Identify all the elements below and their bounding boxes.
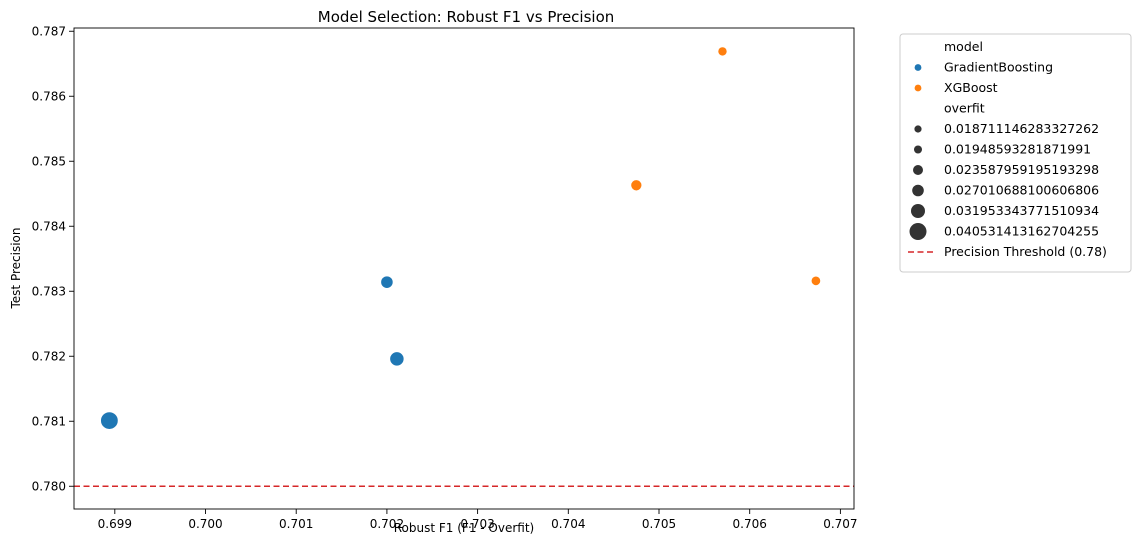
x-tick-label: 0.702 [370,517,404,531]
y-tick-label: 0.781 [32,414,66,428]
x-tick-label: 0.701 [279,517,313,531]
legend-marker-xgboost [914,84,922,92]
y-tick-label: 0.786 [32,89,66,103]
legend-size-marker [914,125,922,133]
legend-size-label: 0.027010688100606806 [944,183,1099,198]
x-tick-label: 0.704 [551,517,585,531]
y-axis: 0.780 0.781 0.782 0.783 0.784 0.785 0.786 0.787 [32,24,74,493]
x-tick-label: 0.703 [460,517,494,531]
legend-marker-gradientboosting [914,64,922,71]
legend-size-label: 0.040531413162704255 [944,224,1099,239]
legend-size-label: 0.018711146283327262 [944,121,1099,136]
legend-box [899,33,1132,273]
point-xgboost [717,46,728,57]
legend-size-marker [913,165,923,175]
legend-size-marker [914,145,922,154]
point-gradientboosting [389,351,405,367]
x-tick-label: 0.707 [823,517,857,531]
y-tick-label: 0.782 [32,349,66,363]
legend-label-xgboost: XGBoost [944,80,998,95]
y-axis-label: Test Precision [9,228,23,310]
point-xgboost [630,179,643,192]
x-tick-label: 0.699 [98,517,132,531]
y-tick-label: 0.784 [32,219,66,233]
y-tick-label: 0.785 [32,154,66,168]
legend-size-marker [912,184,924,197]
legend-size-marker [911,204,925,218]
legend-label-gradientboosting: GradientBoosting [944,60,1053,75]
legend-size-label: 0.01948593281871991 [944,142,1091,157]
legend-size-marker [909,223,927,240]
y-tick-label: 0.780 [32,479,66,493]
y-tick-label: 0.787 [32,24,66,38]
chart-title: Model Selection: Robust F1 vs Precision [318,8,615,26]
x-tick-label: 0.705 [642,517,676,531]
legend-size-label: 0.023587959195193298 [944,162,1099,177]
legend: model GradientBoosting XGBoost overfit 0.018… [899,33,1132,273]
y-tick-label: 0.783 [32,284,66,298]
legend-threshold-label: Precision Threshold (0.78) [944,244,1107,259]
legend-title-overfit: overfit [944,101,985,116]
legend-size-label: 0.031953343771510934 [944,203,1099,218]
legend-items: model GradientBoosting XGBoost overfit 0.018… [908,39,1107,259]
point-gradientboosting [100,411,119,430]
points-layer [100,46,822,430]
point-xgboost [810,275,822,286]
x-tick-label: 0.706 [733,517,767,531]
x-axis-label: Robust F1 (F1 - Overfit) [394,521,534,535]
legend-title-model: model [944,39,983,54]
x-axis: 0.699 0.700 0.701 0.702 0.703 0.704 0.705 0.706… [98,509,858,531]
point-gradientboosting [380,275,394,289]
plot-background [74,28,854,509]
plot-area [73,27,855,510]
x-tick-label: 0.700 [188,517,222,531]
plot-frame [73,27,855,510]
